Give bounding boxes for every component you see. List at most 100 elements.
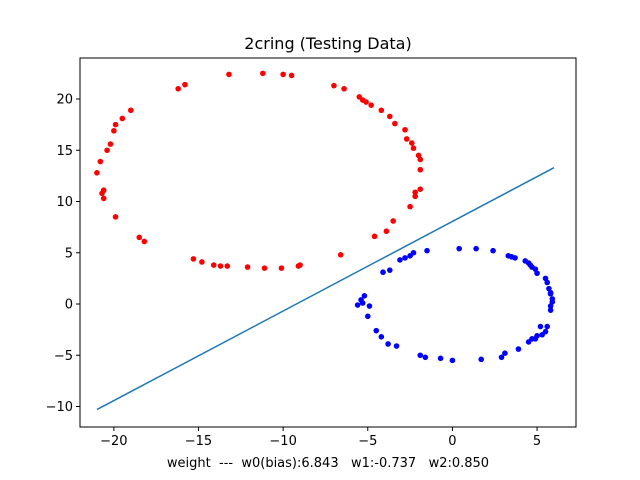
data-point-series-1	[490, 247, 496, 254]
data-point-series-1	[366, 303, 373, 309]
data-point-series-1	[478, 356, 485, 363]
data-point-series-1	[385, 341, 391, 347]
data-point-series-1	[515, 346, 522, 352]
data-point-series-1	[456, 245, 462, 252]
data-point-series-1	[424, 247, 430, 254]
data-point-series-1	[354, 302, 361, 308]
data-point-series-0	[412, 193, 418, 200]
data-point-series-1	[498, 354, 505, 361]
chart-title: 2cring (Testing Data)	[244, 34, 411, 53]
data-point-series-1	[542, 275, 549, 282]
data-point-series-0	[403, 136, 410, 142]
data-point-series-1	[402, 255, 408, 261]
data-point-series-0	[182, 81, 188, 88]
data-point-series-0	[390, 218, 396, 224]
decision-boundary-line	[96, 167, 555, 411]
data-point-series-0	[368, 102, 374, 108]
data-point-series-1	[542, 328, 549, 335]
y-tick-label: −5	[54, 349, 73, 364]
data-point-series-1	[422, 354, 429, 361]
data-point-series-1	[525, 339, 532, 345]
data-point-series-1	[532, 266, 539, 272]
data-point-series-0	[141, 238, 148, 245]
data-point-series-1	[373, 327, 380, 334]
x-axis-label: weight --- w0(bias):6.843 w1:-0.737 w2:0…	[167, 456, 489, 471]
data-point-series-0	[417, 186, 424, 192]
x-tick-label: 0	[448, 434, 456, 449]
plot-area	[94, 70, 556, 411]
x-tick-label: −15	[185, 434, 212, 449]
data-point-series-1	[549, 296, 556, 302]
data-point-series-0	[104, 147, 110, 154]
y-tick-label: −10	[46, 400, 73, 415]
data-point-series-1	[361, 293, 368, 299]
data-point-series-1	[547, 290, 554, 297]
data-point-series-0	[402, 126, 408, 133]
data-point-series-0	[111, 127, 117, 134]
data-point-series-0	[378, 107, 385, 114]
data-point-series-0	[210, 262, 217, 268]
data-point-series-0	[226, 71, 232, 78]
data-point-series-0	[297, 262, 303, 268]
data-point-series-0	[261, 265, 268, 271]
data-point-series-0	[412, 189, 418, 196]
data-point-series-1	[410, 249, 417, 256]
data-point-series-1	[502, 350, 508, 357]
data-point-series-0	[408, 140, 415, 146]
data-point-series-0	[407, 203, 413, 210]
data-point-series-0	[100, 195, 107, 202]
data-point-series-1	[393, 343, 400, 349]
data-point-series-0	[383, 228, 390, 235]
data-point-series-0	[199, 259, 205, 265]
y-tick-label: 0	[65, 298, 73, 313]
data-point-series-0	[119, 115, 126, 122]
data-point-series-0	[107, 141, 114, 147]
data-point-series-0	[280, 71, 286, 78]
y-axis: −10 −5 0 5 10 15 20	[46, 93, 80, 415]
data-point-series-1	[537, 323, 544, 330]
data-point-series-1	[417, 352, 424, 359]
data-point-series-1	[544, 323, 551, 330]
x-tick-label: 5	[533, 434, 541, 449]
data-point-series-0	[112, 121, 119, 128]
data-point-series-0	[175, 85, 181, 92]
data-point-series-0	[417, 156, 424, 163]
data-point-series-0	[288, 72, 295, 79]
data-point-series-0	[136, 234, 143, 241]
x-tick-label: −10	[269, 434, 296, 449]
data-point-series-0	[278, 265, 285, 271]
data-point-series-0	[410, 145, 417, 151]
data-point-series-0	[224, 263, 231, 269]
data-point-series-0	[127, 107, 134, 114]
data-point-series-0	[112, 214, 119, 220]
y-tick-label: 5	[65, 246, 73, 261]
x-axis: −20 −15 −10 −5 0 5	[100, 427, 541, 449]
data-point-series-1	[364, 313, 371, 320]
data-point-series-0	[100, 187, 107, 194]
data-point-series-0	[417, 166, 424, 173]
data-point-series-0	[260, 70, 266, 77]
data-point-series-1	[397, 257, 403, 263]
y-tick-label: 15	[56, 144, 73, 159]
y-tick-label: 20	[56, 93, 73, 108]
data-point-series-0	[190, 256, 197, 262]
data-point-series-0	[337, 252, 344, 258]
data-point-series-1	[380, 269, 386, 276]
data-point-series-0	[244, 264, 251, 270]
data-point-series-1	[473, 245, 479, 252]
data-point-series-0	[97, 158, 104, 165]
data-point-series-1	[547, 307, 554, 313]
data-point-series-1	[512, 255, 518, 261]
x-tick-label: −20	[100, 434, 127, 449]
data-point-series-1	[386, 267, 393, 273]
data-point-series-0	[94, 170, 100, 176]
x-tick-label: −5	[358, 434, 377, 449]
data-point-series-1	[449, 357, 456, 364]
data-point-series-1	[378, 334, 385, 340]
data-point-series-0	[371, 233, 378, 240]
y-tick-label: 10	[56, 195, 73, 210]
data-point-series-0	[341, 85, 347, 92]
data-point-series-1	[534, 332, 540, 339]
data-point-series-1	[359, 300, 366, 306]
axes-frame	[79, 57, 577, 428]
